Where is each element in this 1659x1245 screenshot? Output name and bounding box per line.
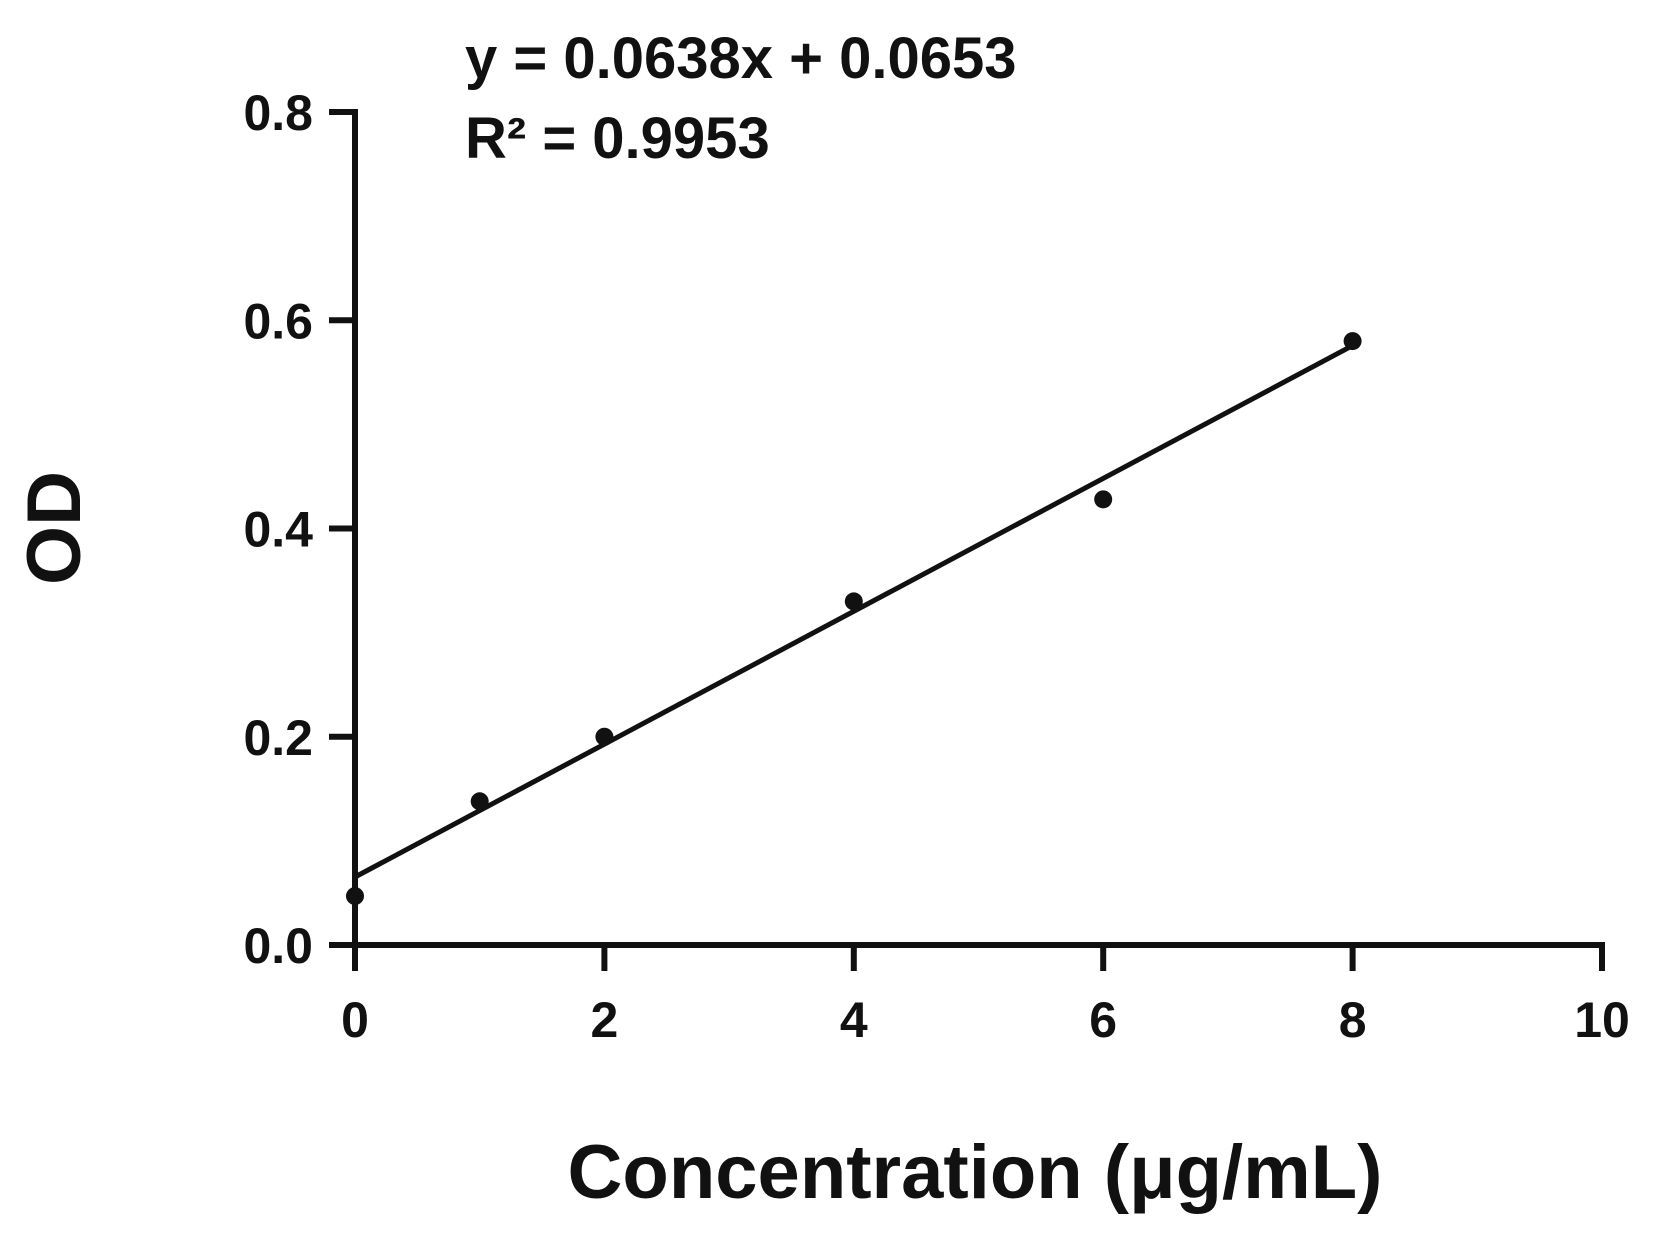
data-point [1343, 332, 1362, 351]
y-ticks: 0.0 0.2 0.4 0.6 0.8 [243, 85, 355, 974]
x-tick-label: 6 [1089, 992, 1117, 1048]
y-tick-label: 0.2 [243, 710, 313, 766]
y-tick-label: 0.6 [243, 293, 313, 349]
y-tick-label: 0.8 [243, 85, 313, 141]
data-point [346, 887, 364, 906]
y-tick-label: 0.0 [243, 918, 313, 974]
axes [352, 109, 1605, 948]
data-point [595, 727, 614, 746]
data-point [470, 792, 489, 811]
data-points [346, 332, 1362, 906]
x-tick-label: 4 [840, 992, 868, 1048]
x-axis-title: Concentration (μg/mL) [568, 1130, 1383, 1215]
data-point [844, 592, 863, 611]
x-tick-label: 2 [590, 992, 618, 1048]
trendline [353, 343, 1354, 880]
r-squared-annotation: R² = 0.9953 [465, 106, 770, 171]
y-axis-title: OD [12, 471, 97, 585]
trendline-group [353, 343, 1354, 880]
x-tick-label: 0 [341, 992, 369, 1048]
x-tick-label: 8 [1339, 992, 1367, 1048]
equation-annotation: y = 0.0638x + 0.0653 [465, 26, 1017, 91]
x-tick-label: 10 [1574, 992, 1630, 1048]
x-ticks: 0 2 4 6 8 10 [341, 945, 1630, 1048]
data-point [1094, 490, 1113, 509]
y-tick-label: 0.4 [243, 502, 313, 558]
